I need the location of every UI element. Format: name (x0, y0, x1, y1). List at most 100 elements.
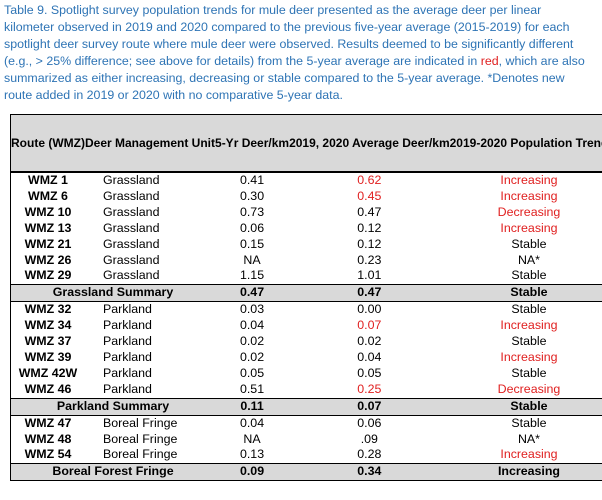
five-year-cell: 0.73 (239, 204, 265, 219)
trend-cell: Increasing (449, 447, 602, 464)
caption-text-part2: , which are also summarized as either in… (4, 54, 585, 102)
summary-label: Boreal Forest Fringe (10, 463, 216, 482)
header-unit: Deer Management Unit (84, 114, 216, 173)
header-average: 2019, 2020 Average Deer/km (289, 114, 450, 173)
summary-trend: Stable (449, 397, 602, 416)
trend-cell: Increasing (449, 188, 602, 205)
header-route: Route (WMZ) (9, 114, 85, 173)
unit-cell: Boreal Fringe (102, 415, 178, 430)
unit-cell: Grassland (102, 252, 160, 267)
route-cell: WMZ 1 (9, 172, 85, 189)
table-row: WMZ 21 Grassland 0.15 0.12 Stable (9, 236, 602, 253)
unit-cell: Parkland (102, 381, 152, 396)
table-row: WMZ 26 Grassland NA 0.23 NA* (9, 252, 602, 269)
trend-cell: Stable (449, 268, 602, 285)
five-year-cell: 0.02 (239, 334, 265, 349)
trend-cell: Stable (449, 334, 602, 350)
route-cell: WMZ 21 (9, 236, 85, 253)
five-year-cell: 0.05 (239, 365, 265, 380)
trend-cell: Increasing (449, 220, 602, 237)
average-cell: 0.02 (357, 334, 382, 349)
route-cell: WMZ 10 (9, 204, 85, 221)
unit-cell: Parkland (102, 318, 152, 333)
five-year-cell: NA (243, 252, 261, 267)
average-cell: 0.25 (357, 381, 382, 396)
route-cell: WMZ 37 (9, 334, 85, 350)
five-year-cell: 0.06 (239, 220, 265, 235)
summary-five-year: 0.47 (215, 284, 290, 303)
summary-average: 0.47 (289, 284, 450, 303)
five-year-cell: 0.04 (239, 415, 265, 430)
summary-label: Grassland Summary (10, 284, 216, 303)
table-row: WMZ 47 Boreal Fringe 0.04 0.06 Stable (9, 415, 602, 432)
table-row: WMZ 46 Parkland 0.51 0.25 Decreasing (9, 381, 602, 399)
summary-five-year: 0.09 (215, 463, 290, 482)
trend-cell: NA* (449, 252, 602, 269)
table-row: WMZ 13 Grassland 0.06 0.12 Increasing (9, 220, 602, 237)
unit-cell: Grassland (102, 220, 160, 235)
route-cell: WMZ 46 (9, 381, 85, 399)
trend-cell: NA* (449, 431, 602, 448)
route-cell: WMZ 32 (9, 301, 85, 319)
five-year-cell: 1.15 (239, 268, 265, 283)
caption-red-word: red (480, 54, 499, 68)
five-year-cell: 0.02 (239, 349, 265, 364)
route-cell: WMZ 6 (9, 188, 85, 205)
route-cell: WMZ 42W (9, 365, 85, 382)
route-cell: WMZ 13 (9, 220, 85, 237)
table-row: WMZ 1 Grassland 0.41 0.62 Increasing (9, 172, 602, 189)
unit-cell: Grassland (102, 204, 160, 219)
unit-cell: Grassland (102, 236, 160, 251)
average-cell: 0.12 (357, 236, 382, 251)
average-cell: 0.04 (357, 349, 382, 364)
average-cell: 0.23 (357, 252, 382, 267)
unit-cell: Parkland (102, 302, 152, 317)
route-cell: WMZ 48 (9, 431, 85, 448)
average-cell: 0.45 (357, 188, 382, 203)
table-row: WMZ 54 Boreal Fringe 0.13 0.28 Increasing (9, 447, 602, 464)
summary-average: 0.34 (289, 463, 450, 482)
unit-cell: Parkland (102, 334, 152, 349)
route-cell: WMZ 39 (9, 349, 85, 366)
table-row: WMZ 32 Parkland 0.03 0.00 Stable (9, 301, 602, 319)
route-cell: WMZ 47 (9, 415, 85, 432)
five-year-cell: 0.41 (239, 173, 265, 187)
five-year-cell: 0.15 (239, 236, 265, 251)
trend-cell: Increasing (449, 172, 602, 189)
average-cell: 0.28 (357, 447, 382, 462)
average-cell: .09 (360, 431, 378, 446)
summary-row: Grassland Summary 0.47 0.47 Stable (10, 284, 602, 303)
table-row: WMZ 34 Parkland 0.04 0.07 Increasing (9, 318, 602, 335)
trend-cell: Increasing (449, 349, 602, 366)
five-year-cell: NA (243, 431, 261, 446)
route-cell: WMZ 26 (9, 252, 85, 269)
average-cell: 0.12 (357, 220, 382, 235)
trend-cell: Increasing (449, 318, 602, 335)
unit-cell: Parkland (102, 349, 152, 364)
summary-average: 0.07 (289, 397, 450, 416)
summary-row: Boreal Forest Fringe 0.09 0.34 Increasing (10, 463, 602, 482)
table-body: WMZ 1 Grassland 0.41 0.62 Increasing WMZ 6 Gra… (9, 172, 602, 482)
table-row: WMZ 10 Grassland 0.73 0.47 Decreasing (9, 204, 602, 221)
trend-cell: Stable (449, 365, 602, 382)
average-cell: 0.06 (357, 415, 382, 430)
table-row: WMZ 42W Parkland 0.05 0.05 Stable (9, 365, 602, 382)
caption-text-part1: Table 9. Spotlight survey population tre… (4, 3, 574, 68)
average-cell: 1.01 (357, 268, 382, 283)
five-year-cell: 0.04 (239, 318, 265, 333)
unit-cell: Grassland (102, 188, 160, 203)
average-cell: 0.00 (357, 302, 382, 317)
average-cell: 0.47 (357, 204, 382, 219)
table-row: WMZ 48 Boreal Fringe NA .09 NA* (9, 431, 602, 448)
table-row: WMZ 6 Grassland 0.30 0.45 Increasing (9, 188, 602, 205)
five-year-cell: 0.13 (239, 447, 265, 462)
five-year-cell: 0.03 (239, 302, 265, 317)
unit-cell: Boreal Fringe (102, 431, 178, 446)
unit-cell: Boreal Fringe (102, 447, 178, 462)
five-year-cell: 0.30 (239, 188, 265, 203)
header-trend: 2019-2020 Population Trend (449, 114, 602, 173)
trend-cell: Decreasing (449, 204, 602, 221)
average-cell: 0.07 (357, 318, 382, 333)
header-five-year: 5-Yr Deer/km (215, 114, 290, 173)
table-caption: Table 9. Spotlight survey population tre… (4, 2, 594, 104)
